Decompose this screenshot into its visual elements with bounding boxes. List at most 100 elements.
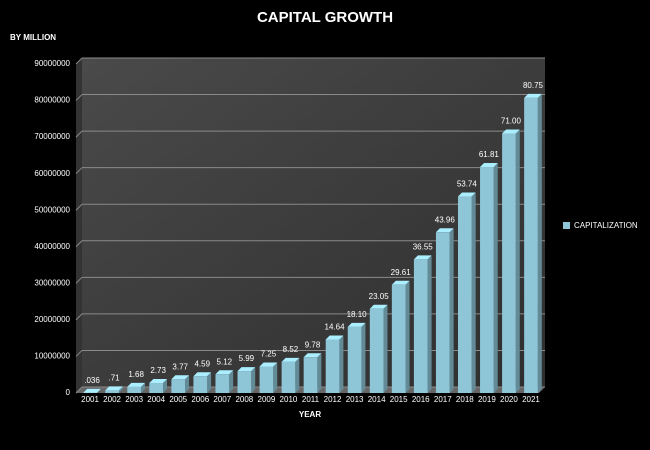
data-label: 7.25 <box>261 350 277 359</box>
bar-top <box>215 370 234 375</box>
bar-top <box>171 375 190 380</box>
x-tick-label: 2018 <box>456 395 474 404</box>
bar-side <box>273 362 278 393</box>
bar-top <box>193 372 212 377</box>
data-label: 14.64 <box>325 323 346 332</box>
data-label: .71 <box>109 374 121 383</box>
x-tick-label: 2011 <box>302 395 320 404</box>
bar-side <box>251 367 256 393</box>
bar-side <box>295 357 300 393</box>
grid-line-side <box>75 386 83 394</box>
x-tick-label: 2019 <box>478 395 496 404</box>
x-tick-label: 2008 <box>235 395 253 404</box>
y-tick-label: 20000000 <box>34 315 70 324</box>
bar-top <box>149 379 168 384</box>
data-label: 8.52 <box>283 345 299 354</box>
bar-side <box>537 93 542 393</box>
bar <box>347 326 362 393</box>
bar-top <box>524 93 542 98</box>
data-label: 3.77 <box>172 362 188 371</box>
bar-top <box>303 353 322 358</box>
y-tick-label: 50000000 <box>34 205 70 214</box>
bar <box>413 259 428 393</box>
bar-top <box>105 386 123 391</box>
bar <box>215 374 230 393</box>
x-tick-label: 2014 <box>368 395 386 404</box>
x-tick-label: 2013 <box>346 395 364 404</box>
bar-top <box>237 367 256 372</box>
bar-top <box>347 322 366 327</box>
grid-line-side <box>75 240 83 248</box>
bar <box>171 379 186 393</box>
bar-top <box>502 129 520 134</box>
bar <box>303 357 318 393</box>
data-label: 71.00 <box>501 117 522 126</box>
data-label: 43.96 <box>435 215 456 224</box>
bars <box>83 93 542 393</box>
bar <box>391 284 406 393</box>
bar-side <box>118 386 123 393</box>
data-label: 23.05 <box>369 292 390 301</box>
bar <box>480 167 494 393</box>
grid-line-side <box>75 313 83 321</box>
x-tick-label: 2009 <box>258 395 276 404</box>
bar-top <box>325 335 344 340</box>
data-label: 4.59 <box>194 359 210 368</box>
y-tick-label: 70000000 <box>34 132 70 141</box>
x-axis-title: YEAR <box>299 410 321 419</box>
data-label: 9.78 <box>305 340 321 349</box>
data-label: 5.12 <box>217 357 233 366</box>
bar <box>281 361 296 393</box>
grid-line-side <box>75 167 83 175</box>
x-tick-label: 2017 <box>434 395 452 404</box>
bar-top <box>83 388 101 393</box>
bar-side <box>317 353 322 393</box>
labels: 0 10000000 20000000 30000000 40000000 5000000… <box>34 59 543 404</box>
bar-side <box>229 370 234 393</box>
bar-side <box>140 382 145 393</box>
bar-top <box>281 357 300 362</box>
x-tick-label: 2005 <box>169 395 187 404</box>
bar-top <box>435 228 454 233</box>
bar <box>502 133 516 393</box>
grid-line-side <box>75 94 83 101</box>
bar-side <box>515 129 520 393</box>
bar <box>237 371 252 393</box>
x-tick-label: 2004 <box>147 395 165 404</box>
bar-top <box>480 163 498 168</box>
data-label: .036 <box>84 376 100 385</box>
bar-top <box>259 362 278 367</box>
grid-line-side <box>75 203 83 211</box>
y-tick-label: 30000000 <box>34 278 70 287</box>
y-axis-title: BY MILLION <box>10 33 56 42</box>
x-tick-label: 2007 <box>213 395 231 404</box>
data-label: 2.73 <box>150 366 166 375</box>
bar-side <box>449 228 454 393</box>
x-tick-label: 2003 <box>125 395 143 404</box>
bar-side <box>471 192 476 393</box>
bar <box>149 383 164 393</box>
data-label: 18.10 <box>347 310 368 319</box>
bar <box>435 232 450 393</box>
x-tick-label: 2010 <box>280 395 298 404</box>
bar <box>524 97 538 393</box>
data-label: 29.61 <box>391 268 412 277</box>
plot-side-wall <box>76 58 82 393</box>
data-label: 1.68 <box>128 370 144 379</box>
y-tick-label: 0 <box>66 388 71 397</box>
y-tick-label: 10000000 <box>34 352 70 361</box>
bar <box>259 366 274 393</box>
bar-side <box>361 322 366 393</box>
legend-swatch <box>563 222 570 229</box>
x-tick-label: 2016 <box>412 395 430 404</box>
bar-top <box>457 192 476 197</box>
grid-line-side <box>75 350 83 357</box>
bar <box>193 376 208 393</box>
data-label: 61.81 <box>479 150 500 159</box>
x-tick-label: 2001 <box>81 395 99 404</box>
y-tick-label: 40000000 <box>34 242 70 251</box>
x-tick-label: 2020 <box>500 395 518 404</box>
data-label: 36.55 <box>413 242 434 251</box>
bar <box>369 308 384 393</box>
bar-side <box>493 163 498 393</box>
